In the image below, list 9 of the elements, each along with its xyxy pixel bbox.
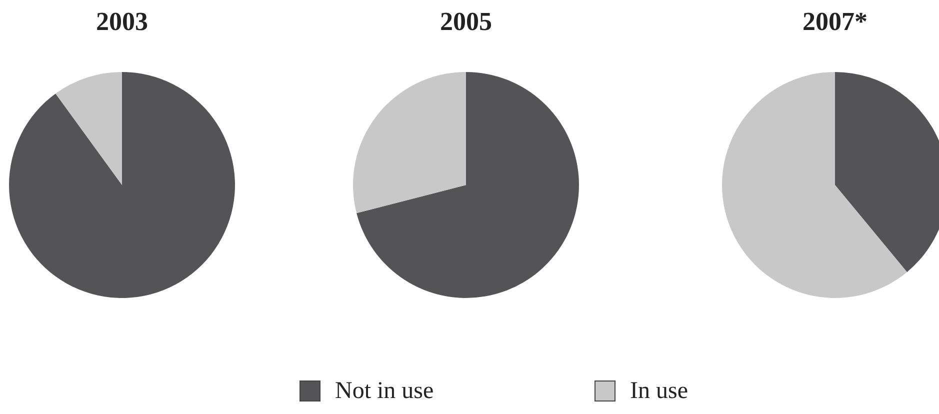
pie-slice <box>353 72 466 214</box>
pie-slice <box>9 72 235 298</box>
pie-slice <box>356 72 579 298</box>
legend-label: Not in use <box>335 378 434 404</box>
legend-label: In use <box>630 378 688 404</box>
chart-title: 2007* <box>802 7 868 36</box>
chart-title: 2003 <box>96 7 148 36</box>
pie-slice <box>56 72 122 185</box>
chart-title: 2005 <box>440 7 492 36</box>
